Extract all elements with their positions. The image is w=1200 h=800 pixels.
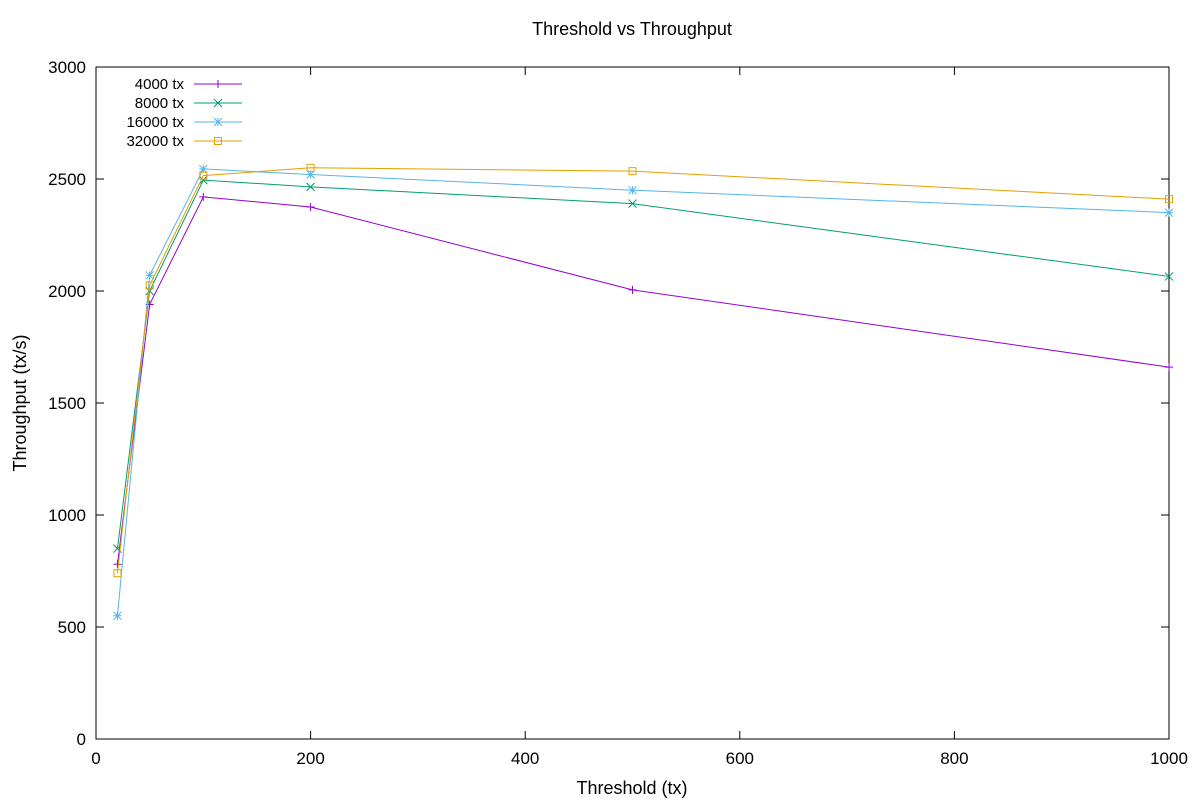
- marker-shape: [113, 611, 122, 621]
- data-point: [145, 286, 155, 296]
- x-tick-label: 200: [296, 749, 324, 768]
- data-point: [306, 163, 315, 172]
- data-point: [1165, 195, 1173, 204]
- data-point: [628, 199, 637, 208]
- data-point: [628, 285, 637, 294]
- y-tick-label: 1500: [48, 394, 86, 413]
- y-tick-label: 0: [77, 730, 86, 749]
- series-line: [116, 196, 1170, 565]
- legend-marker: [213, 98, 223, 108]
- data-point: [1164, 208, 1174, 217]
- axis-ticks: 0 200 400 600 800 1000 0 500 1000 1500 2000 2500 300…: [48, 58, 1188, 768]
- legend-item: 4000 tx: [135, 76, 242, 93]
- marker-shape: [306, 163, 315, 172]
- marker-shape: [628, 167, 637, 176]
- marker-shape: [1165, 195, 1173, 204]
- legend-label: 16000 tx: [126, 114, 184, 131]
- marker-shape: [214, 137, 222, 145]
- legend-marker: [213, 117, 223, 127]
- x-tick-label: 0: [91, 749, 100, 768]
- legend-label: 4000 tx: [135, 76, 185, 93]
- data-point: [628, 185, 637, 195]
- legend-label: 32000 tx: [126, 133, 184, 150]
- y-tick-label: 1000: [48, 506, 86, 525]
- marker-shape: [198, 164, 208, 174]
- marker-shape: [199, 171, 208, 180]
- x-axis-label: Threshold (tx): [576, 778, 687, 798]
- data-point: [113, 569, 122, 578]
- marker-shape: [113, 560, 122, 569]
- x-tick-label: 600: [726, 749, 754, 768]
- marker-shape: [1164, 208, 1174, 217]
- legend-marker: [214, 137, 222, 145]
- marker-shape: [213, 98, 223, 108]
- data-point: [306, 203, 315, 211]
- series-line: [116, 167, 1170, 574]
- marker-shape: [306, 170, 315, 179]
- data-point: [198, 164, 208, 174]
- marker-shape: [306, 182, 315, 192]
- x-tick-label: 800: [940, 749, 968, 768]
- marker-shape: [628, 199, 637, 208]
- y-tick-label: 2000: [48, 282, 86, 301]
- data-point: [145, 270, 155, 280]
- data-point: [199, 171, 208, 180]
- y-tick-label: 500: [58, 618, 86, 637]
- chart-title: Threshold vs Throughput: [532, 19, 732, 39]
- marker-shape: [145, 270, 155, 280]
- y-axis-label: Throughput (tx/s): [10, 334, 30, 471]
- series-4000-tx: [113, 192, 1173, 569]
- marker-shape: [628, 285, 637, 294]
- legend-item: 32000 tx: [126, 133, 242, 150]
- series-layer: [113, 163, 1174, 621]
- x-tick-label: 400: [511, 749, 539, 768]
- data-point: [306, 170, 315, 179]
- series-line: [116, 168, 1170, 616]
- data-point: [113, 611, 122, 621]
- data-point: [113, 560, 122, 569]
- series-32000-tx: [113, 163, 1173, 578]
- marker-shape: [145, 286, 155, 296]
- legend-marker: [214, 80, 222, 88]
- marker-shape: [1164, 272, 1174, 281]
- marker-shape: [113, 569, 122, 578]
- data-point: [145, 281, 154, 290]
- data-point: [1165, 363, 1173, 372]
- data-point: [198, 175, 208, 185]
- data-point: [1164, 272, 1174, 281]
- data-point: [306, 182, 315, 192]
- y-tick-label: 3000: [48, 58, 86, 77]
- marker-shape: [199, 192, 208, 201]
- series-8000-tx: [113, 175, 1174, 553]
- series-16000-tx: [113, 164, 1174, 621]
- marker-shape: [628, 185, 637, 195]
- legend-item: 16000 tx: [126, 114, 242, 131]
- series-line: [116, 179, 1170, 549]
- x-tick-label: 1000: [1150, 749, 1188, 768]
- marker-shape: [198, 175, 208, 185]
- data-point: [628, 167, 637, 176]
- y-tick-label: 2500: [48, 170, 86, 189]
- legend-label: 8000 tx: [135, 95, 185, 112]
- marker-shape: [145, 281, 154, 290]
- marker-shape: [214, 80, 222, 88]
- marker-shape: [306, 203, 315, 211]
- marker-shape: [213, 117, 223, 127]
- legend: 4000 tx 8000 tx 16000 tx 32000 tx: [126, 76, 242, 150]
- data-point: [199, 192, 208, 201]
- legend-item: 8000 tx: [135, 95, 242, 112]
- marker-shape: [1165, 363, 1173, 372]
